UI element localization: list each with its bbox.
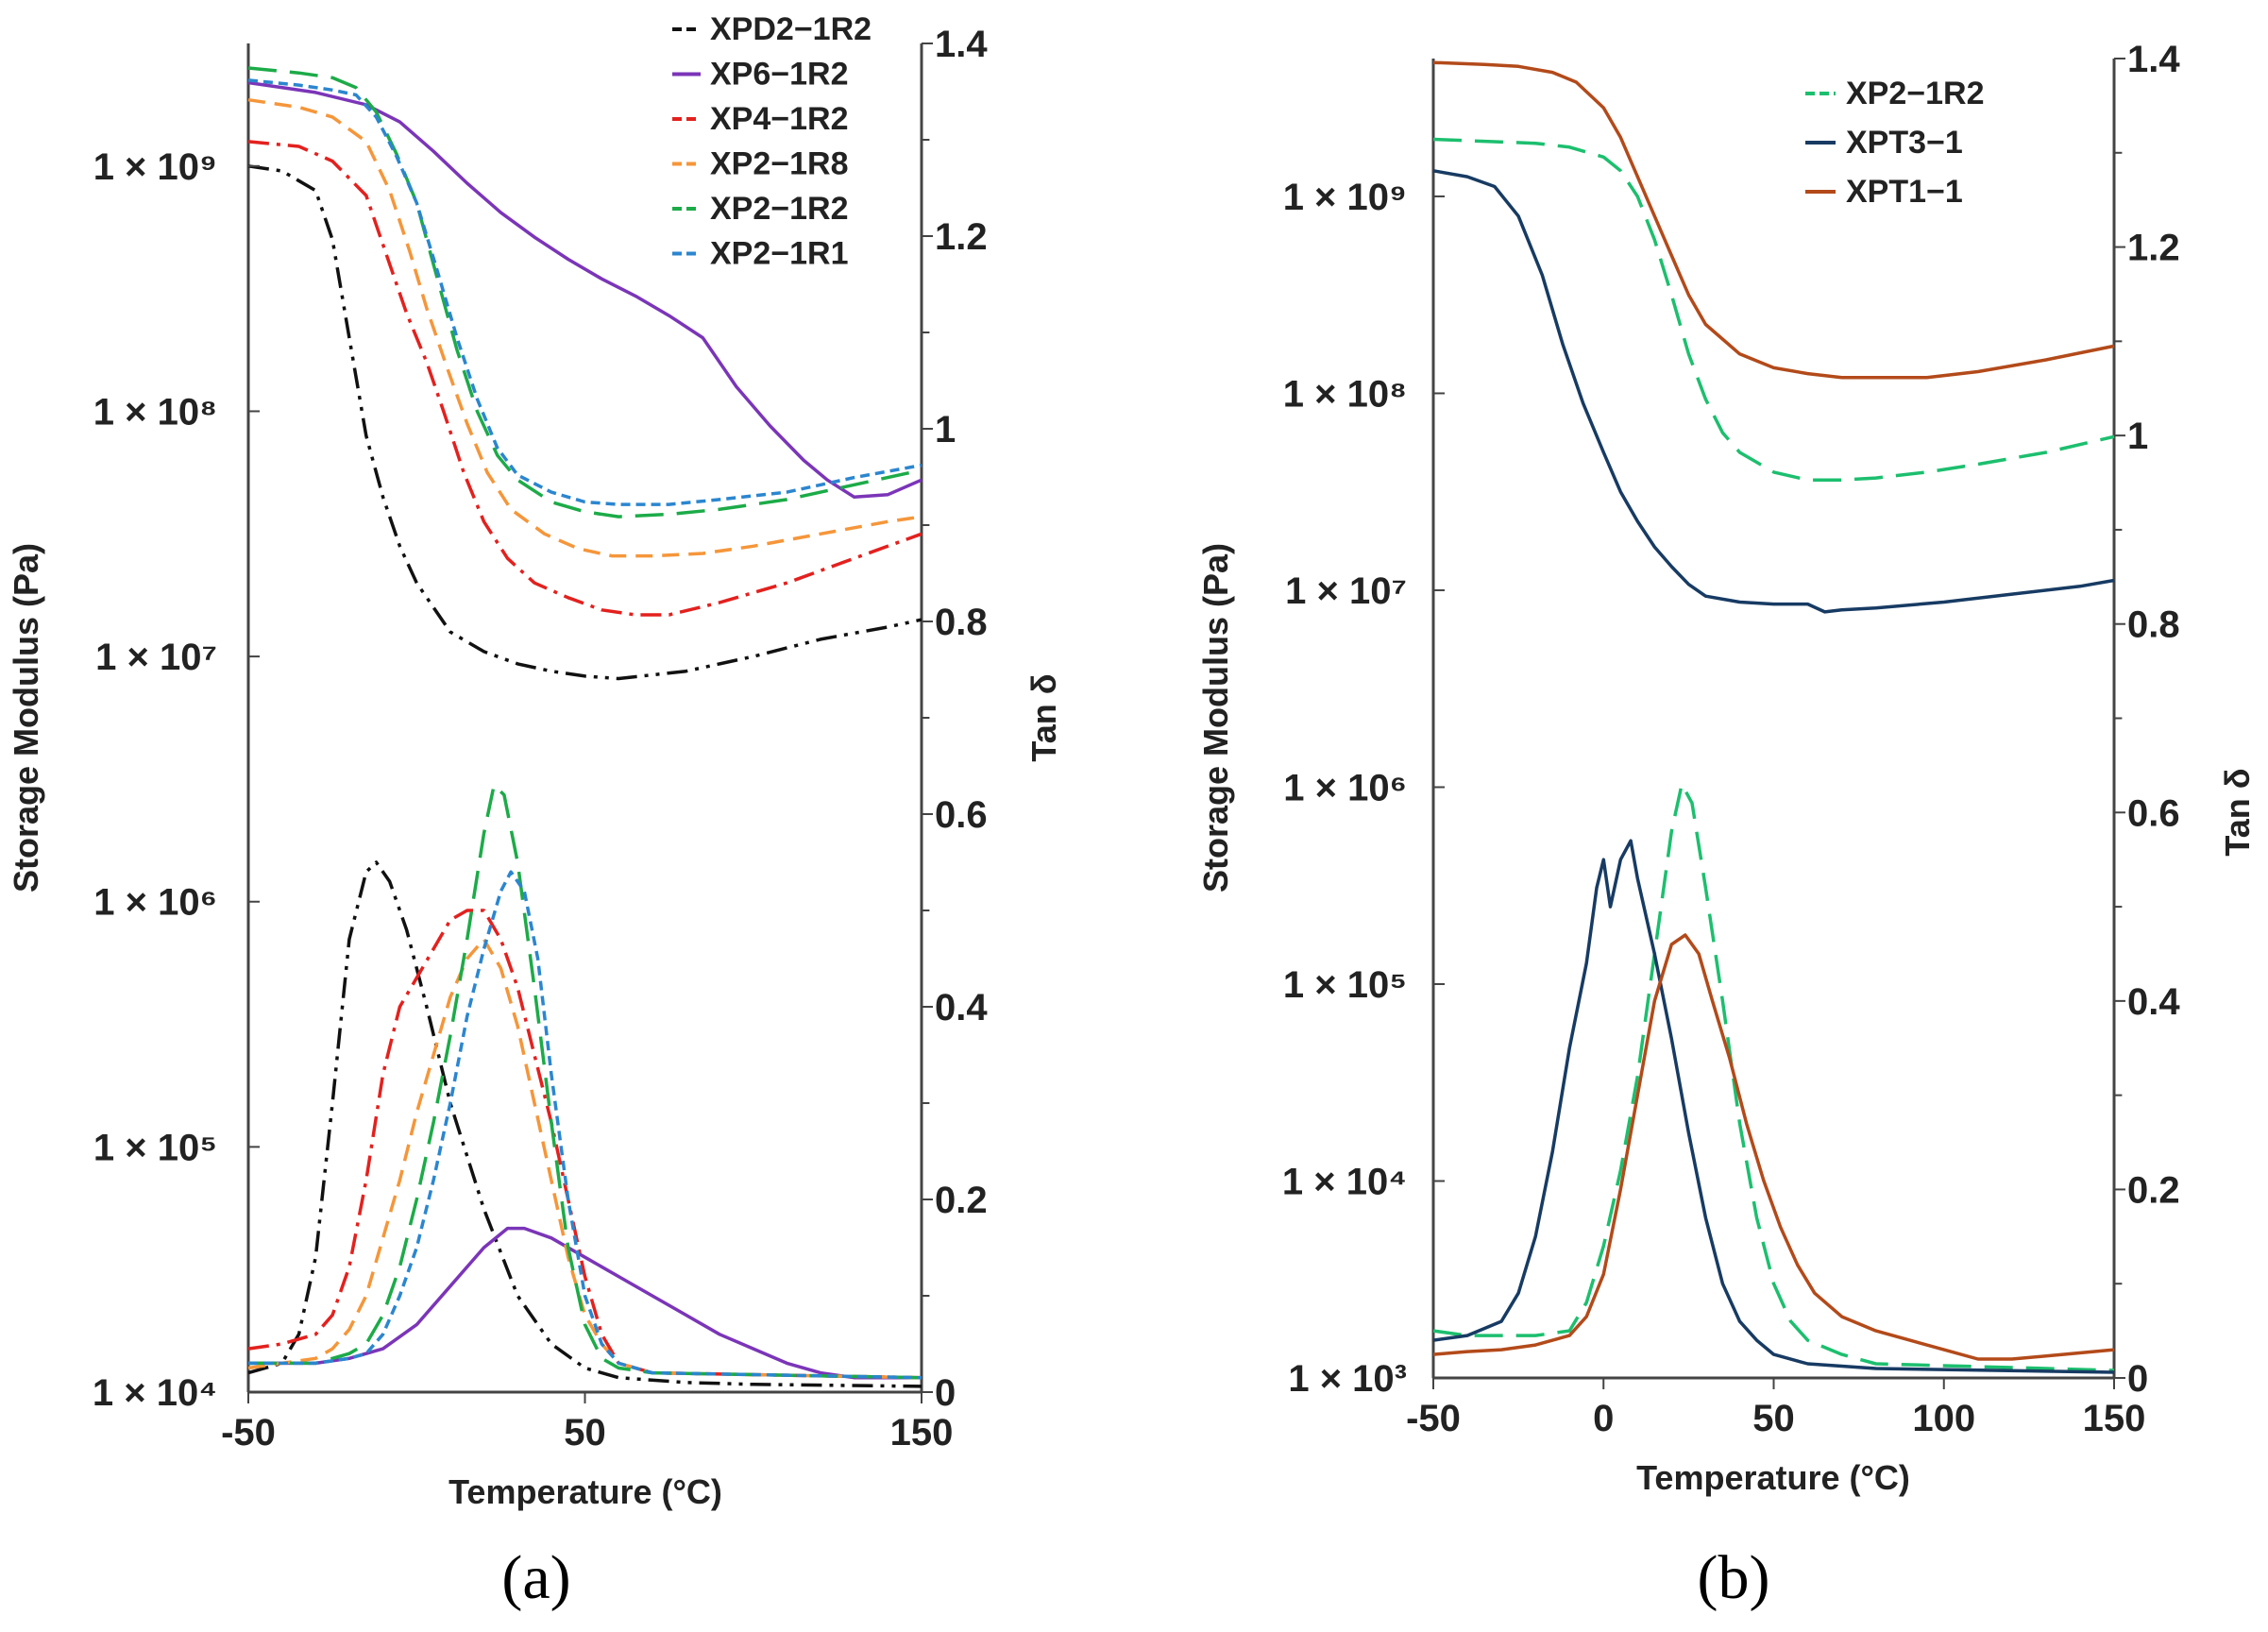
panel-b: 1 × 10³ 1 × 10⁴ 1 × 10⁵ 1 × 10⁶ 1 × 10⁷ 1 × 1…: [1196, 39, 2257, 1612]
y-tick-label: 1 × 10³: [1288, 1358, 1407, 1400]
y2-tick-label: 0.4: [2127, 981, 2180, 1023]
y-tick-label: 1 × 10⁹: [93, 146, 217, 188]
y2-tick-label: 0.6: [935, 794, 988, 836]
y2-tick-label: 0.4: [935, 987, 988, 1028]
series-storage-modulus-line: [1432, 137, 2115, 482]
ticks-group: 1 × 10³ 1 × 10⁴ 1 × 10⁵ 1 × 10⁶ 1 × 10⁷ 1 × 1…: [1282, 39, 2180, 1439]
series-storage-modulus-line: [247, 140, 922, 617]
series-storage-modulus-line: [247, 80, 922, 500]
y2-tick-label: 0.2: [935, 1180, 988, 1221]
y2-tick-label: 1.4: [935, 24, 988, 65]
y2-tick-label: 0: [935, 1372, 956, 1414]
series-storage-modulus-line: [247, 66, 922, 518]
y-tick-label: 1 × 10⁹: [1283, 177, 1407, 218]
y-tick-label: 1 × 10⁸: [93, 391, 217, 433]
ticks-group: 1 × 10⁴ 1 × 10⁵ 1 × 10⁶ 1 × 10⁷ 1 × 10⁸ 1 × 1…: [93, 24, 988, 1454]
series-storage-modulus-line: [247, 78, 922, 506]
panel-label-b: (b): [1698, 1543, 1770, 1612]
panel-label-a: (a): [501, 1543, 570, 1612]
series-storage-modulus-line: [247, 97, 922, 558]
panel-a: 1 × 10⁴ 1 × 10⁵ 1 × 10⁶ 1 × 10⁷ 1 × 10⁸ 1 × 1…: [7, 11, 1063, 1612]
series-tan-delta-line: [247, 860, 922, 1388]
curves-group: [1432, 60, 2115, 1374]
y-tick-label: 1 × 10⁴: [1282, 1161, 1407, 1202]
x-axis-title: Temperature (°C): [1636, 1458, 1910, 1497]
y2-tick-label: 0.8: [2127, 604, 2180, 646]
x-tick-label: 50: [1752, 1398, 1795, 1439]
legend-label: XP2−1R8: [710, 146, 849, 182]
x-tick-label: -50: [221, 1412, 276, 1454]
y2-tick-label: 1: [2127, 416, 2148, 457]
y-tick-label: 1 × 10⁵: [1283, 964, 1407, 1006]
legend-label: XP4−1R2: [710, 101, 849, 137]
y2-tick-label: 0: [2127, 1358, 2148, 1400]
y2-axis-title: Tan δ: [2218, 768, 2257, 856]
legend-label: XPT3−1: [1846, 125, 1963, 161]
y2-tick-label: 1.4: [2127, 39, 2180, 80]
y2-tick-label: 1: [935, 409, 956, 450]
x-axis-title: Temperature (°C): [449, 1472, 722, 1511]
curves-group: [247, 66, 922, 1388]
x-tick-label: 50: [564, 1412, 606, 1454]
legend-label: XP2−1R2: [1846, 76, 1985, 111]
legend-label: XPD2−1R2: [710, 11, 872, 47]
x-tick-label: 0: [1593, 1398, 1614, 1439]
series-tan-delta-line: [1432, 839, 2115, 1374]
y2-tick-label: 0.8: [935, 602, 988, 643]
y-tick-label: 1 × 10⁷: [95, 637, 217, 678]
y-axis-title: Storage Modulus (Pa): [7, 543, 45, 892]
legend-label: XP6−1R2: [710, 57, 849, 93]
y-tick-label: 1 × 10⁶: [93, 882, 217, 924]
legend-label: XP2−1R2: [710, 191, 849, 227]
legend-label: XPT1−1: [1846, 174, 1963, 210]
y2-tick-label: 0.6: [2127, 792, 2180, 834]
series-storage-modulus-line: [1432, 169, 2115, 614]
y-axis-title: Storage Modulus (Pa): [1196, 543, 1235, 892]
series-tan-delta-line: [248, 870, 922, 1380]
series-storage-modulus-line: [1432, 60, 2115, 380]
series-tan-delta-line: [1432, 782, 2115, 1372]
x-tick-label: 100: [1912, 1398, 1975, 1439]
y2-tick-label: 0.2: [2127, 1169, 2180, 1211]
y-tick-label: 1 × 10⁴: [93, 1372, 217, 1414]
series-tan-delta-line: [247, 909, 922, 1380]
x-tick-label: 150: [890, 1412, 954, 1454]
legend: XPD2−1R2 XP6−1R2 XP4−1R2 XP2−1R8 XP2−1R2 XP2−…: [672, 11, 872, 272]
series-tan-delta-line: [247, 937, 922, 1380]
y-tick-label: 1 × 10⁷: [1285, 570, 1407, 612]
series-tan-delta-line: [1432, 933, 2115, 1361]
legend-label: XP2−1R1: [710, 236, 849, 272]
y2-tick-label: 1.2: [935, 216, 988, 258]
x-tick-label: -50: [1406, 1398, 1461, 1439]
x-tick-label: 150: [2083, 1398, 2146, 1439]
y-tick-label: 1 × 10⁵: [93, 1127, 217, 1168]
y-tick-label: 1 × 10⁶: [1283, 767, 1407, 808]
y-tick-label: 1 × 10⁸: [1283, 373, 1407, 415]
y2-tick-label: 1.2: [2127, 228, 2180, 269]
series-tan-delta-line: [248, 783, 922, 1380]
y2-axis-title: Tan δ: [1024, 673, 1063, 761]
legend: XP2−1R2 XPT3−1 XPT1−1: [1805, 76, 1985, 210]
